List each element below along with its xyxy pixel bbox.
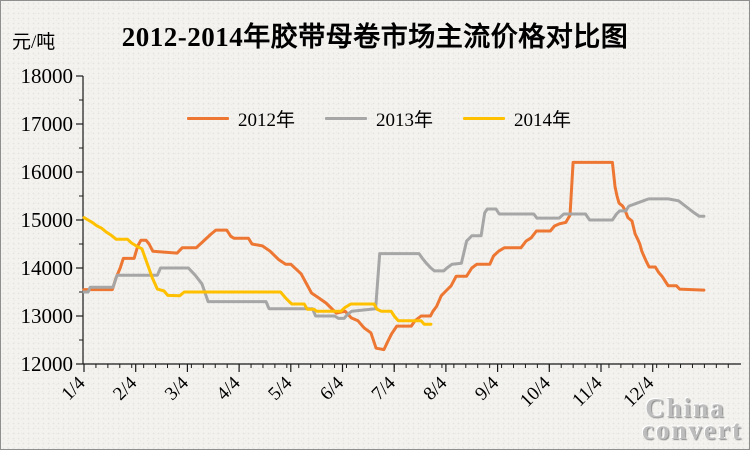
x-tick-label: 1/4 [58, 372, 90, 404]
x-tick-label: 2/4 [109, 372, 141, 404]
legend-label-2013: 2013年 [376, 110, 434, 131]
x-tick-label: 9/4 [471, 372, 503, 404]
legend-item-2014: 2014年 [463, 105, 571, 132]
watermark-line1: China [645, 392, 726, 423]
x-tick-label: 4/4 [213, 372, 245, 404]
x-tick-label: 8/4 [419, 372, 451, 404]
series-line-2012年 [82, 160, 706, 352]
series-line-2014年 [82, 216, 433, 326]
y-tick-label: 12000 [21, 352, 74, 376]
legend-line-swatch-2012 [187, 117, 229, 120]
x-tick-label: 7/4 [368, 372, 400, 404]
legend-label-2014: 2014年 [514, 110, 572, 131]
y-axis-ticks: 12000 13000 14000 15000 16000 17000 18000 [21, 64, 83, 376]
legend-item-2012: 2012年 [187, 105, 295, 132]
legend-line-swatch-2014 [463, 117, 506, 120]
legend-line-swatch-2013 [325, 117, 368, 120]
y-tick-label: 13000 [21, 304, 74, 328]
y-tick-label: 14000 [21, 256, 74, 280]
legend-item-2013: 2013年 [325, 105, 433, 132]
y-tick-label: 16000 [21, 160, 74, 184]
y-tick-label: 18000 [21, 64, 74, 88]
x-tick-label: 6/4 [316, 372, 348, 404]
y-axis-unit-label: 元/吨 [12, 32, 56, 53]
y-tick-label: 17000 [21, 112, 74, 136]
watermark: China convert [642, 392, 743, 445]
x-tick-label: 3/4 [161, 372, 193, 404]
y-tick-label: 15000 [21, 208, 74, 232]
watermark-line2: convert [642, 414, 743, 445]
chart-title: 2012-2014年胶带母卷市场主流价格对比图 [121, 22, 629, 52]
series-line-2013年 [82, 197, 706, 320]
x-axis-ticks: 1/4 2/4 3/4 4/4 5/4 6/4 7/4 8/4 9/4 10/4 11/4 12/4 [58, 364, 729, 411]
x-tick-label: 10/4 [516, 372, 555, 411]
x-tick-label: 11/4 [568, 372, 607, 411]
x-tick-label: 5/4 [264, 372, 296, 404]
chart-legend: 2012年 2013年 2014年 [187, 105, 571, 132]
legend-label-2012: 2012年 [238, 110, 296, 131]
